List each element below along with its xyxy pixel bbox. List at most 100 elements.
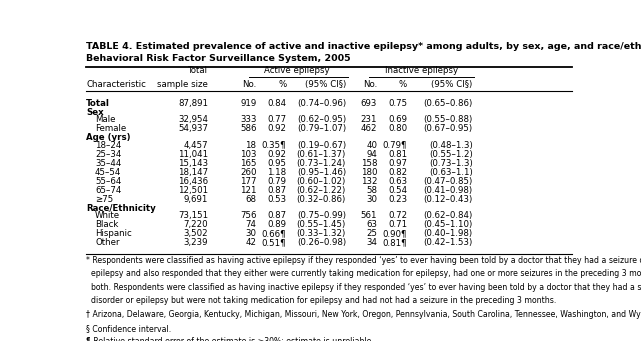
Text: (95% CI§): (95% CI§) (431, 80, 472, 89)
Text: 65–74: 65–74 (95, 186, 121, 195)
Text: 73,151: 73,151 (178, 211, 208, 220)
Text: 0.92: 0.92 (267, 150, 287, 159)
Text: Inactive epilepsy: Inactive epilepsy (385, 66, 458, 75)
Text: %: % (399, 80, 407, 89)
Text: 0.63: 0.63 (388, 177, 407, 186)
Text: (0.73–1.3): (0.73–1.3) (429, 159, 472, 168)
Text: (0.75–0.99): (0.75–0.99) (297, 211, 346, 220)
Text: 0.81¶: 0.81¶ (383, 238, 407, 247)
Text: 74: 74 (246, 220, 256, 229)
Text: 32,954: 32,954 (178, 115, 208, 124)
Text: 11,041: 11,041 (178, 150, 208, 159)
Text: 25: 25 (366, 229, 377, 238)
Text: 462: 462 (361, 124, 377, 133)
Text: (0.62–0.84): (0.62–0.84) (423, 211, 472, 220)
Text: (0.55–1.45): (0.55–1.45) (297, 220, 346, 229)
Text: 0.35¶: 0.35¶ (262, 140, 287, 150)
Text: † Arizona, Delaware, Georgia, Kentucky, Michigan, Missouri, New York, Oregon, Pe: † Arizona, Delaware, Georgia, Kentucky, … (86, 310, 641, 319)
Text: 54,937: 54,937 (178, 124, 208, 133)
Text: 9,691: 9,691 (184, 195, 208, 204)
Text: 18: 18 (246, 140, 256, 150)
Text: (0.63–1.1): (0.63–1.1) (429, 168, 472, 177)
Text: 231: 231 (361, 115, 377, 124)
Text: (0.41–0.98): (0.41–0.98) (424, 186, 472, 195)
Text: 0.75: 0.75 (388, 99, 407, 108)
Text: Sex: Sex (86, 108, 104, 117)
Text: (0.73–1.24): (0.73–1.24) (297, 159, 346, 168)
Text: epilepsy and also responded that they either were currently taking medication fo: epilepsy and also responded that they ei… (86, 269, 641, 278)
Text: Total: Total (86, 99, 110, 108)
Text: 0.66¶: 0.66¶ (262, 229, 287, 238)
Text: Hispanic: Hispanic (95, 229, 132, 238)
Text: 0.71: 0.71 (388, 220, 407, 229)
Text: 0.72: 0.72 (388, 211, 407, 220)
Text: 333: 333 (240, 115, 256, 124)
Text: 0.82: 0.82 (388, 168, 407, 177)
Text: 35–44: 35–44 (95, 159, 121, 168)
Text: Age (yrs): Age (yrs) (86, 133, 131, 142)
Text: (0.95–1.46): (0.95–1.46) (297, 168, 346, 177)
Text: 0.81: 0.81 (388, 150, 407, 159)
Text: %: % (278, 80, 287, 89)
Text: Characteristic: Characteristic (86, 80, 146, 89)
Text: 30: 30 (246, 229, 256, 238)
Text: 45–54: 45–54 (95, 168, 121, 177)
Text: 3,502: 3,502 (184, 229, 208, 238)
Text: 0.53: 0.53 (267, 195, 287, 204)
Text: Male: Male (95, 115, 115, 124)
Text: (0.47–0.85): (0.47–0.85) (423, 177, 472, 186)
Text: 919: 919 (240, 99, 256, 108)
Text: 0.92: 0.92 (267, 124, 287, 133)
Text: (0.48–1.3): (0.48–1.3) (429, 140, 472, 150)
Text: (0.74–0.96): (0.74–0.96) (297, 99, 346, 108)
Text: disorder or epilepsy but were not taking medication for epilepsy and had not had: disorder or epilepsy but were not taking… (86, 296, 556, 306)
Text: (0.19–0.67): (0.19–0.67) (297, 140, 346, 150)
Text: Active epilepsy: Active epilepsy (264, 66, 330, 75)
Text: 0.84: 0.84 (267, 99, 287, 108)
Text: Behavioral Risk Factor Surveillance System, 2005: Behavioral Risk Factor Surveillance Syst… (86, 54, 351, 63)
Text: Female: Female (95, 124, 126, 133)
Text: Other: Other (95, 238, 119, 247)
Text: (0.55–0.88): (0.55–0.88) (423, 115, 472, 124)
Text: 55–64: 55–64 (95, 177, 121, 186)
Text: 165: 165 (240, 159, 256, 168)
Text: ¶ Relative standard error of the estimate is ≥30%; estimate is unreliable.: ¶ Relative standard error of the estimat… (86, 338, 374, 341)
Text: (95% CI§): (95% CI§) (304, 80, 346, 89)
Text: 132: 132 (361, 177, 377, 186)
Text: (0.62–1.22): (0.62–1.22) (297, 186, 346, 195)
Text: 561: 561 (361, 211, 377, 220)
Text: Total: Total (188, 66, 208, 75)
Text: (0.33–1.32): (0.33–1.32) (297, 229, 346, 238)
Text: 87,891: 87,891 (178, 99, 208, 108)
Text: 0.79¶: 0.79¶ (383, 140, 407, 150)
Text: (0.32–0.86): (0.32–0.86) (297, 195, 346, 204)
Text: 0.80: 0.80 (388, 124, 407, 133)
Text: 0.97: 0.97 (388, 159, 407, 168)
Text: (0.40–1.98): (0.40–1.98) (424, 229, 472, 238)
Text: 756: 756 (240, 211, 256, 220)
Text: 177: 177 (240, 177, 256, 186)
Text: 94: 94 (366, 150, 377, 159)
Text: 0.51¶: 0.51¶ (262, 238, 287, 247)
Text: (0.62–0.95): (0.62–0.95) (297, 115, 346, 124)
Text: (0.67–0.95): (0.67–0.95) (424, 124, 472, 133)
Text: 180: 180 (361, 168, 377, 177)
Text: White: White (95, 211, 120, 220)
Text: sample size: sample size (158, 80, 208, 89)
Text: 58: 58 (366, 186, 377, 195)
Text: * Respondents were classified as having active epilepsy if they responded ‘yes’ : * Respondents were classified as having … (86, 255, 641, 265)
Text: 0.95: 0.95 (267, 159, 287, 168)
Text: 0.87: 0.87 (267, 211, 287, 220)
Text: Race/Ethnicity: Race/Ethnicity (86, 204, 156, 213)
Text: 3,239: 3,239 (184, 238, 208, 247)
Text: (0.45–1.10): (0.45–1.10) (423, 220, 472, 229)
Text: 18,147: 18,147 (178, 168, 208, 177)
Text: 68: 68 (246, 195, 256, 204)
Text: 18–24: 18–24 (95, 140, 121, 150)
Text: 0.69: 0.69 (388, 115, 407, 124)
Text: (0.61–1.37): (0.61–1.37) (297, 150, 346, 159)
Text: ≥75: ≥75 (95, 195, 113, 204)
Text: 1.18: 1.18 (267, 168, 287, 177)
Text: 42: 42 (246, 238, 256, 247)
Text: (0.79–1.07): (0.79–1.07) (297, 124, 346, 133)
